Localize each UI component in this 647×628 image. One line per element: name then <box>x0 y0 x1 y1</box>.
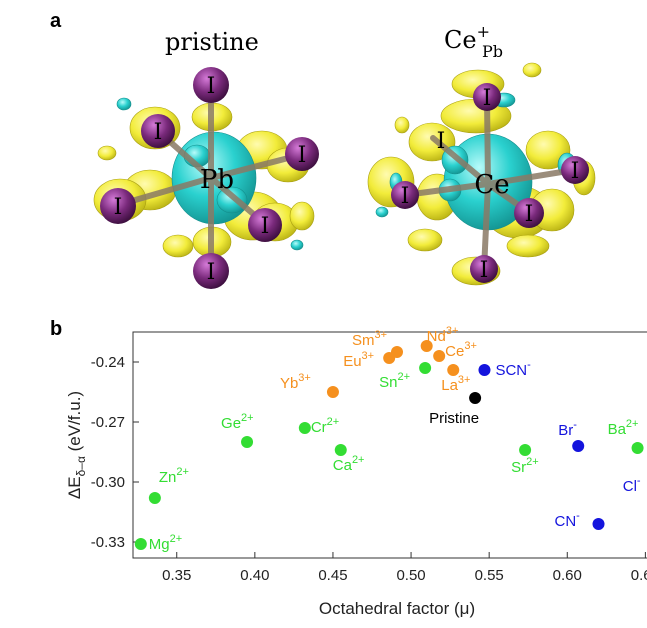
label-pristine: Pristine <box>429 410 479 427</box>
point-cr <box>298 422 311 434</box>
ce-title-charge: + <box>477 22 490 41</box>
panel-a-structures: a pristine Ce+ Pb <box>50 10 596 289</box>
pristine-octahedron: I I I I I I Pb <box>93 67 319 289</box>
label-zn: Zn2+ <box>159 466 189 486</box>
iodine-label: I <box>483 86 492 111</box>
point-ge <box>241 436 254 448</box>
label-eu: Eu3+ <box>343 350 374 370</box>
y-axis-title-unit: (eV/f.u.) <box>65 391 84 456</box>
pristine-iodine-atoms <box>100 67 319 289</box>
x-tick-label: 0.55 <box>475 567 504 584</box>
ce-title-site: Pb <box>482 42 503 61</box>
ce-doped-octahedron: I I I I I I Ce <box>367 62 596 286</box>
x-tick-label: 0.60 <box>553 567 582 584</box>
pristine-iodine-labels: I I I I I I <box>114 74 307 285</box>
y-axis-title-main: ΔE <box>65 476 84 499</box>
iodine-label: I <box>525 202 534 227</box>
iodine-label: I <box>154 120 163 145</box>
label-cn: CN- <box>555 510 581 530</box>
plot-frame <box>132 331 647 559</box>
panel-a-letter: a <box>50 10 62 32</box>
point-br <box>572 440 585 452</box>
point-scn <box>478 364 491 376</box>
x-tick-label: 0.65 <box>631 567 647 584</box>
x-tick-label: 0.50 <box>396 567 425 584</box>
point-ba <box>631 442 644 454</box>
iodine-label: I <box>207 260 216 285</box>
y-axis-title-sub: δ–α <box>74 456 88 476</box>
point-yb <box>326 386 339 398</box>
data-points <box>134 340 644 550</box>
pb-center-label: Pb <box>200 165 234 195</box>
label-sn: Sn2+ <box>379 371 410 391</box>
label-ce: Ce3+ <box>445 340 477 360</box>
ce-iodine-labels: I I I I I I <box>401 86 580 283</box>
point-la <box>447 364 460 376</box>
pristine-title: pristine <box>165 28 259 56</box>
label-mg: Mg2+ <box>149 533 182 553</box>
ce-title-base: Ce <box>444 26 477 54</box>
iodine-label: I <box>401 184 410 209</box>
x-tick-label: 0.45 <box>318 567 347 584</box>
point-zn <box>148 492 161 504</box>
point-sn <box>419 362 432 374</box>
label-sm: Sm3+ <box>352 329 387 349</box>
label-ge: Ge2+ <box>221 412 254 432</box>
point-cn <box>592 518 605 530</box>
y-tick-label: -0.33 <box>91 534 125 551</box>
label-br: Br- <box>558 419 577 439</box>
y-tick-label: -0.24 <box>91 354 125 371</box>
panel-b-letter: b <box>50 318 62 340</box>
label-ca: Ca2+ <box>333 454 365 474</box>
point-sm <box>391 346 403 358</box>
panel-b-scatter: b 0.350.400.450.500.550.600.65 -0.24-0.2… <box>50 318 647 618</box>
iodine-label: I <box>207 74 216 99</box>
point-mg <box>134 538 147 550</box>
iodine-label: I <box>437 129 446 154</box>
data-point-labels: Mg2+ Zn2+ Ge2+ Cr2+ Ca2+ Sn2+ Sr2+ Ba2+ Yb3+ Eu3+… <box>149 325 641 553</box>
label-la: La3+ <box>441 374 470 394</box>
y-tick-label: -0.27 <box>91 414 125 431</box>
iodine-label: I <box>114 195 123 220</box>
point-ce <box>433 350 446 362</box>
label-ba: Ba2+ <box>608 418 639 438</box>
y-axis-ticks: -0.24 -0.27 -0.30 -0.33 <box>91 354 139 551</box>
iodine-label: I <box>571 159 580 184</box>
label-scn: SCN- <box>495 359 531 379</box>
label-cr: Cr2+ <box>311 416 339 436</box>
point-sr <box>519 444 532 456</box>
label-yb: Yb3+ <box>280 372 311 392</box>
x-axis-title: Octahedral factor (μ) <box>319 599 475 618</box>
label-sr: Sr2+ <box>511 456 539 476</box>
ce-center-label: Ce <box>474 170 509 200</box>
y-tick-label: -0.30 <box>91 474 125 491</box>
point-ca <box>334 444 347 456</box>
iodine-label: I <box>261 214 270 239</box>
iodine-label: I <box>298 143 307 168</box>
ce-iodine-atoms <box>391 83 589 283</box>
x-tick-label: 0.40 <box>240 567 269 584</box>
label-nd: Nd3+ <box>427 325 459 345</box>
x-tick-label: 0.35 <box>162 567 191 584</box>
iodine-label: I <box>480 258 489 283</box>
point-pristine <box>469 392 482 404</box>
x-axis-ticks: 0.35 0.40 0.45 0.50 0.55 0.60 0.65 <box>162 552 647 584</box>
label-cl: Cl- <box>623 475 641 495</box>
y-axis-title: ΔEδ–α (eV/f.u.) <box>65 391 88 499</box>
point-nd <box>420 340 433 352</box>
ce-defect-title: Ce+ Pb <box>444 22 503 61</box>
